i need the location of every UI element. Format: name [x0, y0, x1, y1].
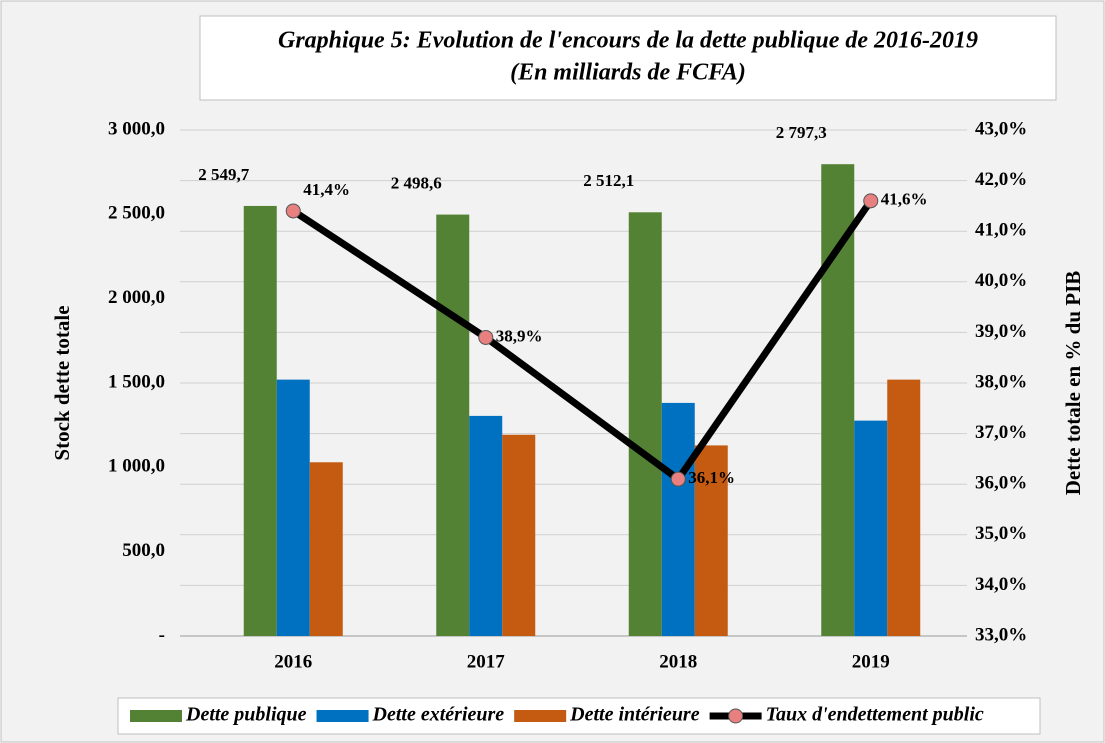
legend-swatch: [728, 708, 744, 724]
y-tick-label: -: [159, 624, 165, 645]
legend-label: Dette extérieure: [372, 704, 505, 726]
legend-label: Dette intérieure: [569, 704, 700, 726]
y2-tick-label: 36,0%: [975, 473, 1027, 494]
y2-tick-label: 42,0%: [975, 169, 1027, 190]
bar: [502, 434, 536, 636]
chart-subtitle: (En milliards de FCFA): [510, 60, 746, 86]
y-axis-title: Stock dette totale: [50, 305, 74, 460]
y2-tick-label: 43,0%: [975, 118, 1027, 139]
x-tick-label: 2017: [467, 651, 506, 672]
y2-tick-label: 37,0%: [975, 422, 1027, 443]
y-tick-label: 500,0: [122, 540, 165, 561]
bar: [276, 379, 310, 636]
y2-tick-label: 40,0%: [975, 270, 1027, 291]
legend-swatch: [514, 710, 567, 722]
data-label: 38,9%: [496, 326, 543, 345]
y-tick-label: 3 000,0: [108, 118, 165, 139]
legend-box: [117, 697, 1041, 735]
y2-tick-label: 35,0%: [975, 523, 1027, 544]
data-label: 2 797,3: [776, 123, 827, 142]
data-label: 36,1%: [688, 468, 735, 487]
bar: [309, 462, 343, 636]
bar: [628, 212, 662, 636]
chart-title: Graphique 5: Evolution de l'encours de l…: [278, 28, 978, 54]
bar: [436, 214, 470, 637]
y-tick-label: 1 000,0: [108, 456, 165, 477]
y2-tick-label: 34,0%: [975, 574, 1027, 595]
line-marker: [863, 193, 879, 209]
bar: [694, 445, 728, 636]
legend-swatch: [316, 710, 369, 722]
line-marker: [478, 329, 494, 345]
data-label: 2 512,1: [583, 171, 634, 190]
data-label: 2 549,7: [198, 165, 250, 184]
y-tick-label: 2 000,0: [108, 287, 165, 308]
y2-tick-label: 38,0%: [975, 371, 1027, 392]
x-tick-label: 2018: [659, 651, 697, 672]
y2-axis-title: Dette totale en % du PIB: [1061, 271, 1085, 496]
bar: [661, 402, 695, 636]
line-marker: [670, 471, 686, 487]
data-label: 41,6%: [881, 190, 928, 209]
line-marker: [285, 203, 301, 219]
y2-tick-label: 41,0%: [975, 220, 1027, 241]
bar: [887, 379, 921, 636]
x-tick-label: 2019: [852, 651, 890, 672]
data-label: 2 498,6: [391, 173, 442, 192]
bar: [243, 205, 277, 636]
line-series: [291, 198, 874, 483]
bar: [469, 415, 503, 636]
x-tick-label: 2016: [274, 651, 312, 672]
y-tick-label: 2 500,0: [108, 203, 165, 224]
legend-label: Dette publique: [185, 704, 307, 726]
title-box: [199, 15, 1057, 101]
bar: [854, 420, 888, 636]
data-label: 41,4%: [303, 180, 350, 199]
legend-label: Taux d'endettement public: [766, 704, 984, 726]
y2-tick-label: 33,0%: [975, 624, 1027, 645]
legend-swatch: [130, 710, 182, 722]
y-tick-label: 1 500,0: [108, 371, 165, 392]
y2-tick-label: 39,0%: [975, 321, 1027, 342]
